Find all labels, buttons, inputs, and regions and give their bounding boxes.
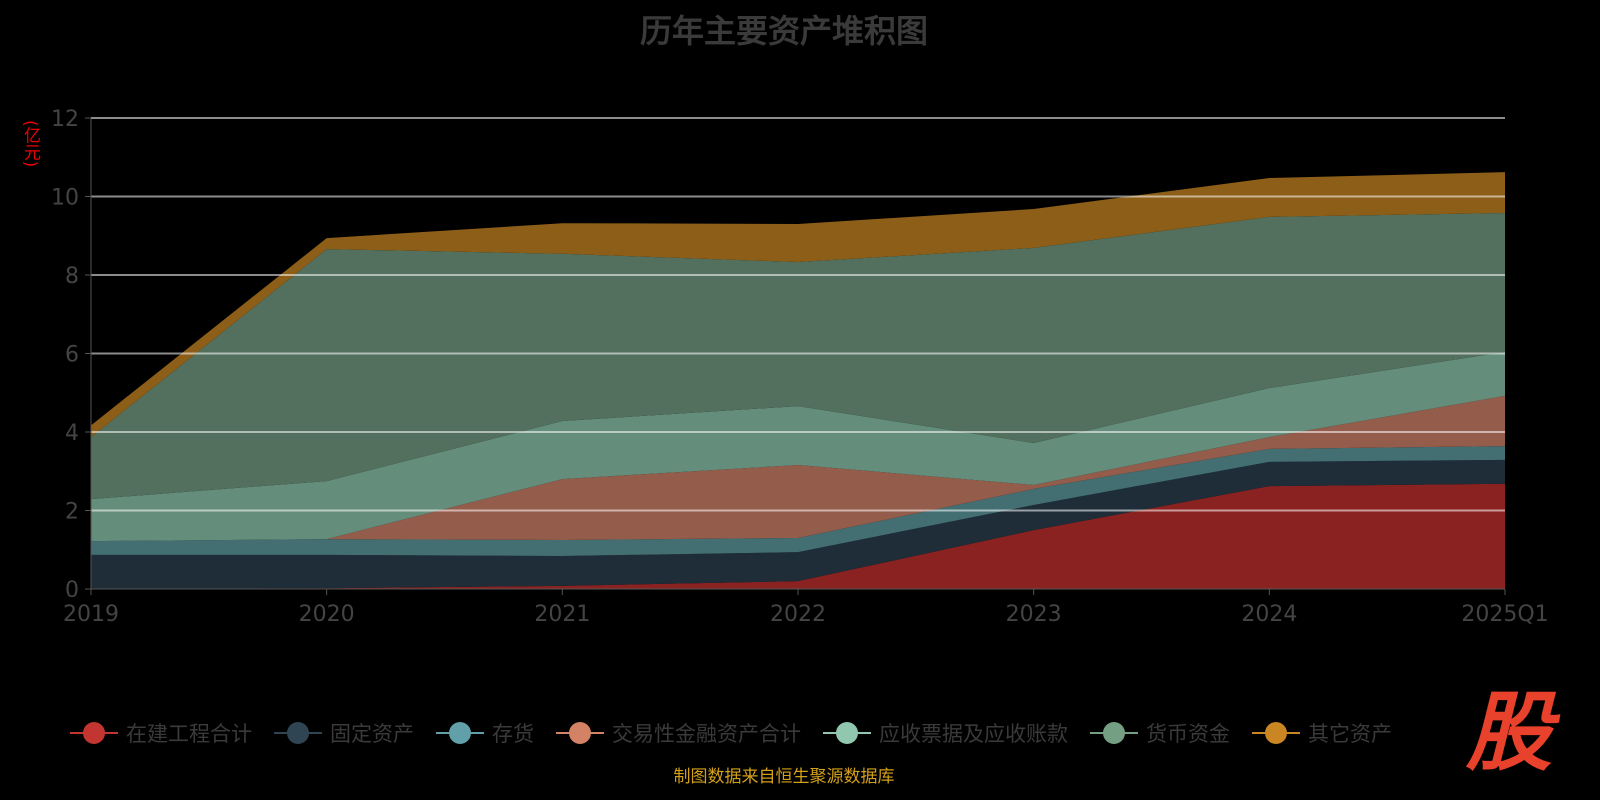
y-tick-label: 10 [51, 186, 79, 211]
area-series-2 [91, 446, 1505, 557]
legend-marker-icon [1090, 722, 1138, 744]
area-series-6 [91, 172, 1505, 438]
y-tick-label: 12 [51, 107, 79, 132]
x-tick-label: 2025Q1 [1461, 602, 1548, 627]
y-tick-label: 4 [65, 421, 79, 446]
legend-marker-icon [1252, 722, 1300, 744]
legend-label: 货币资金 [1146, 722, 1230, 746]
legend-label: 其它资产 [1308, 722, 1392, 746]
legend-marker-icon [70, 722, 118, 744]
legend-label: 应收票据及应收账款 [879, 722, 1068, 746]
area-series-1 [91, 459, 1505, 589]
x-tick-label: 2019 [63, 602, 119, 627]
legend-marker-icon [436, 722, 484, 744]
x-tick-label: 2024 [1241, 602, 1297, 627]
x-tick-label: 2022 [770, 602, 826, 627]
y-tick-label: 2 [65, 500, 79, 525]
legend-marker-icon [823, 722, 871, 744]
y-axis-unit: (亿元) [20, 120, 40, 168]
y-tick-label: 8 [65, 264, 79, 289]
legend-item[interactable]: 应收票据及应收账款 [823, 718, 1068, 748]
legend-label: 存货 [492, 722, 534, 746]
legend-label: 在建工程合计 [126, 722, 252, 746]
x-tick-label: 2020 [299, 602, 355, 627]
chart-title: 历年主要资产堆积图 [639, 12, 928, 50]
legend-marker-icon [274, 722, 322, 744]
legend-item[interactable]: 其它资产 [1252, 718, 1392, 748]
legend-marker-icon [556, 722, 604, 744]
y-tick-label: 6 [65, 343, 79, 368]
legend-item[interactable]: 货币资金 [1090, 718, 1230, 748]
area-series-3 [91, 395, 1505, 542]
legend-label: 固定资产 [330, 722, 414, 746]
legend-item[interactable]: 存货 [436, 718, 534, 748]
data-source-footer: 制图数据来自恒生聚源数据库 [673, 767, 895, 787]
legend-item[interactable]: 在建工程合计 [70, 718, 252, 748]
area-series-5 [91, 212, 1505, 500]
legend-item[interactable]: 交易性金融资产合计 [556, 718, 801, 748]
y-tick-label: 0 [65, 578, 79, 603]
legend-item[interactable]: 固定资产 [274, 718, 414, 748]
x-tick-label: 2021 [534, 602, 590, 627]
logo: 股 [1466, 683, 1552, 783]
x-tick-label: 2023 [1006, 602, 1062, 627]
area-series-4 [91, 351, 1505, 542]
legend-label: 交易性金融资产合计 [612, 722, 801, 746]
legend: 在建工程合计 固定资产 存货 交易性金融资产合计 应收票据及应收账款 货币资金 其它资产 [70, 718, 1392, 748]
